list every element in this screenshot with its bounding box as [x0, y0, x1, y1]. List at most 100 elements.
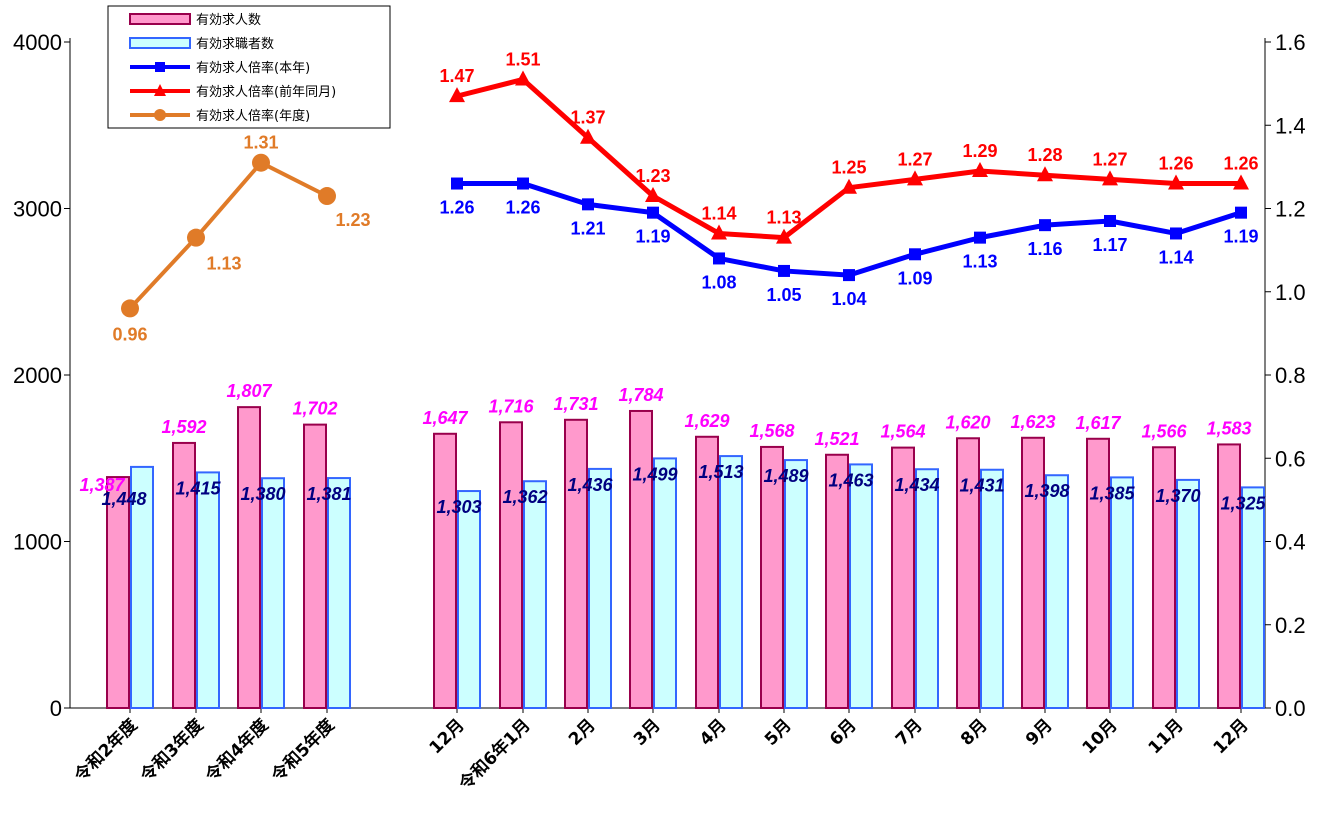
label-layer: 1,387 1,592 1,807 1,702 1,647 1,716 1,731 1,784… — [79, 49, 1266, 517]
job-openings-bar — [760, 445, 784, 709]
ratio-prev-year-value-label: 1.23 — [635, 166, 670, 186]
job-openings-bar — [1086, 437, 1110, 709]
job-seekers-value-label: 1,434 — [894, 475, 939, 495]
ratio-prev-year-marker — [907, 170, 923, 186]
job-seekers-bar — [1176, 478, 1200, 709]
job-seekers-value-label: 1,385 — [1089, 483, 1135, 503]
job-seekers-value-label: 1,436 — [567, 475, 613, 495]
ratio-current-marker — [451, 177, 463, 190]
job-seekers-bar — [980, 468, 1004, 709]
x-tick-label: 令和6年1月 — [455, 715, 535, 795]
x-tick-label: 7月 — [892, 715, 927, 750]
job-openings-bar — [695, 435, 719, 709]
ratio-prev-year-marker — [1168, 174, 1184, 190]
ratio-current-marker — [517, 177, 529, 190]
legend-marker — [154, 84, 166, 96]
job-seekers-value-label: 1,398 — [1024, 481, 1069, 501]
job-openings-value-label: 1,568 — [749, 421, 794, 441]
ratio-current-value-label: 1.14 — [1158, 247, 1193, 267]
job-openings-value-label: 1,629 — [684, 411, 729, 431]
job-openings-bar — [629, 409, 653, 709]
left-tick-label: 2000 — [13, 363, 62, 388]
x-tick-label: 12月 — [1210, 715, 1253, 758]
left-tick-label: 1000 — [13, 530, 62, 555]
job-openings-bar — [106, 476, 130, 710]
job-seekers-value-label: 1,415 — [175, 478, 221, 498]
job-seekers-value-label: 1,499 — [632, 464, 677, 484]
legend-swatch — [129, 37, 191, 49]
job-seekers-bar — [261, 477, 285, 710]
ratio-prev-year-marker — [1102, 170, 1118, 186]
ratio-current-marker — [1039, 219, 1051, 232]
ratio-prev-year-marker — [580, 128, 596, 144]
job-seekers-value-label: 1,448 — [101, 489, 146, 509]
ratio-current-marker — [1170, 227, 1182, 240]
x-tick-label: 3月 — [630, 715, 665, 750]
x-tick-label: 4月 — [696, 715, 731, 750]
job-seekers-bar — [653, 457, 677, 709]
ratio-prev-year-value-label: 1.26 — [1223, 154, 1258, 174]
right-tick-label: 0.0 — [1275, 696, 1306, 721]
ratio-fiscal-marker — [187, 228, 205, 247]
job-seekers-value-label: 1,370 — [1155, 486, 1200, 506]
job-openings-value-label: 1,387 — [79, 475, 125, 495]
x-tick-label: 10月 — [1079, 715, 1122, 758]
ratio-prev-year-value-label: 1.27 — [1092, 149, 1127, 169]
ratio-current-value-label: 1.05 — [766, 285, 801, 305]
legend-marker — [155, 62, 165, 72]
ratio-current-marker — [909, 248, 921, 261]
left-tick-label: 3000 — [13, 197, 62, 222]
x-tick-label: 6月 — [826, 715, 861, 750]
legend-label: 有効求人倍率(本年) — [196, 60, 310, 76]
ratio-prev-year-marker — [972, 162, 988, 178]
ratio-current-value-label: 1.26 — [505, 198, 540, 218]
ratio-prev-year-value-label: 1.51 — [505, 49, 540, 69]
ratio-current-marker — [974, 231, 986, 244]
ratio-current-value-label: 1.19 — [1223, 227, 1258, 247]
job-openings-bar — [172, 441, 196, 709]
job-openings-value-label: 1,784 — [618, 385, 663, 405]
job-seekers-value-label: 1,431 — [959, 476, 1004, 496]
right-tick-label: 0.4 — [1275, 530, 1306, 555]
job-seekers-bar — [130, 465, 154, 709]
job-seekers-bar — [915, 468, 939, 710]
ratio-prev-year-marker — [776, 228, 792, 244]
ratio-current-value-label: 1.09 — [897, 268, 932, 288]
job-openings-value-label: 1,647 — [422, 408, 468, 428]
ratio-prev-year-value-label: 1.28 — [1027, 145, 1062, 165]
job-seekers-value-label: 1,303 — [436, 497, 481, 517]
ratio-fiscal-value-label: 0.96 — [112, 324, 147, 344]
x-tick-label: 令和5年度 — [267, 714, 339, 786]
job-openings-value-label: 1,564 — [880, 422, 925, 442]
job-openings-bar — [1152, 446, 1176, 709]
ratio-prev-year-value-label: 1.25 — [831, 158, 866, 178]
ratio-current-value-label: 1.17 — [1092, 235, 1127, 255]
x-tick-label: 9月 — [1022, 715, 1057, 750]
job-seekers-value-label: 1,325 — [1220, 493, 1266, 513]
line-layer — [121, 70, 1249, 318]
job-seekers-value-label: 1,513 — [698, 462, 743, 482]
ratio-current-value-label: 1.16 — [1027, 239, 1062, 259]
job-openings-value-label: 1,716 — [488, 396, 534, 416]
job-seekers-value-label: 1,489 — [763, 466, 808, 486]
right-tick-label: 0.2 — [1275, 613, 1306, 638]
ratio-current-marker — [1104, 214, 1116, 227]
job-openings-bar — [564, 418, 588, 709]
job-openings-value-label: 1,807 — [226, 381, 272, 401]
ratio-prev-year-value-label: 1.27 — [897, 149, 932, 169]
job-openings-value-label: 1,731 — [553, 394, 598, 414]
job-openings-bar — [956, 437, 980, 709]
ratio-fiscal-line — [128, 160, 328, 310]
ratio-prev-year-value-label: 1.47 — [439, 66, 474, 86]
legend-swatch — [129, 13, 191, 25]
job-openings-bar — [891, 446, 915, 709]
ratio-current-value-label: 1.08 — [701, 272, 736, 292]
job-seekers-bar — [719, 455, 743, 710]
job-seekers-bar — [588, 467, 612, 709]
ratio-fiscal-value-label: 1.23 — [335, 210, 370, 230]
x-tick-label: 8月 — [957, 715, 992, 750]
job-seekers-bar — [327, 477, 351, 709]
ratio-prev-year-value-label: 1.29 — [962, 141, 997, 161]
job-openings-bar — [1021, 436, 1045, 709]
